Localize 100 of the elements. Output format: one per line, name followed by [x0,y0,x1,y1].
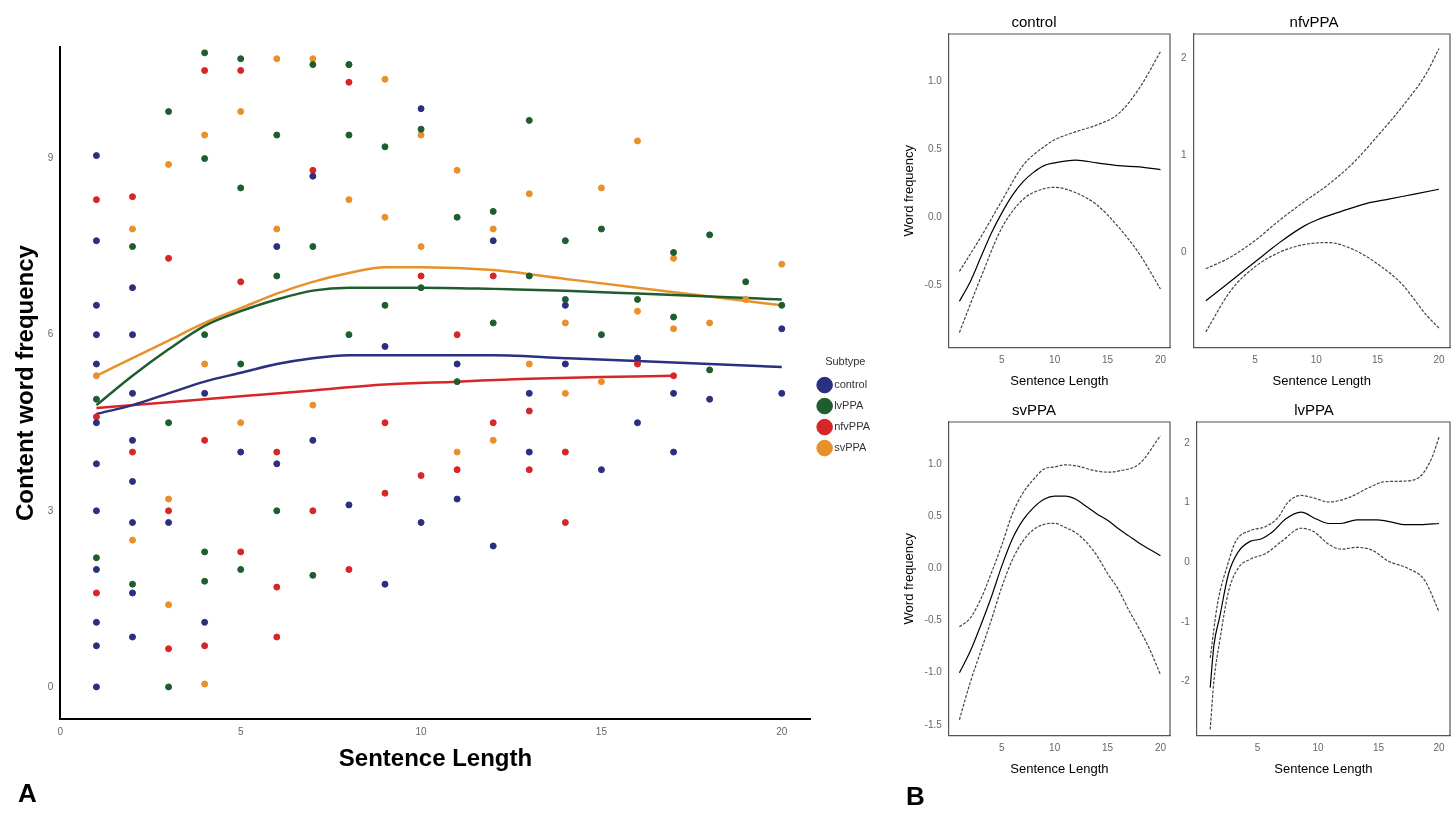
point [561,448,569,456]
point [92,196,100,204]
point [345,501,353,509]
x-tick-label: 15 [1372,354,1384,366]
y-tick-label: 0.5 [927,143,943,155]
y-tick-label: 1.0 [927,457,943,469]
point [778,301,786,309]
point [670,372,678,380]
point [489,207,497,215]
text: B [906,781,926,811]
point [273,131,281,139]
chart-title: nfvPPA [1289,13,1339,31]
point [561,519,569,527]
point [129,580,136,588]
point [309,172,317,180]
point [597,466,605,474]
point [778,260,786,268]
point [309,243,317,251]
y-tick-label: 0.0 [927,210,943,222]
x-axis-title: Sentence Length [338,744,533,772]
point [92,331,100,339]
point [706,366,714,374]
point [92,413,100,421]
point [453,448,461,456]
point [165,507,173,515]
point [561,295,569,303]
point [273,243,281,251]
point [165,601,173,609]
line-series [958,186,1162,334]
point [670,248,678,256]
line-series [1209,436,1440,659]
y-tick-label: 2 [1184,436,1191,448]
point [525,448,533,456]
point [201,436,209,444]
point [92,301,100,309]
point [92,360,100,368]
point [92,237,100,245]
point [417,125,425,133]
y-tick-label: 1 [1184,496,1191,508]
point [742,278,750,286]
point [525,466,533,474]
point [381,342,389,350]
x-tick-label: 10 [415,725,428,737]
line-series [958,434,1162,628]
y-tick-label: 0 [1184,556,1191,568]
point [273,633,281,641]
chart-title: svPPA [1012,401,1056,419]
point [129,519,136,527]
y-tick-label: -0.5 [924,614,943,626]
point [525,116,533,124]
point [309,55,317,63]
point [489,319,497,327]
point [453,495,461,503]
point [417,284,425,292]
point [129,477,136,485]
point [417,519,425,527]
point [92,589,100,597]
point [237,278,245,286]
point [453,360,461,368]
point [273,507,281,515]
point [345,196,353,204]
x-tick-label: 15 [1102,742,1114,754]
point [273,460,281,468]
y-tick-label: 1.0 [927,75,943,87]
y-tick-label: 2 [1181,52,1187,64]
point [201,618,209,626]
point [165,519,173,527]
point [597,225,605,233]
y-tick-label: 0.0 [927,562,943,573]
point [92,419,100,427]
point [129,389,136,397]
x-tick-label: 0 [57,725,64,737]
point [92,372,100,380]
x-axis-title: Sentence Length [1272,372,1371,388]
point [381,75,389,83]
point [201,548,209,556]
point [633,137,641,145]
x-tick-label: 5 [998,742,1005,754]
point [237,108,245,116]
point [345,131,353,139]
point [201,577,209,585]
x-tick-label: 20 [1433,354,1445,366]
point [489,542,497,550]
line-series [1209,527,1440,731]
y-tick-label: 6 [47,328,54,340]
point [597,331,605,339]
x-tick-label: 5 [1254,742,1261,754]
point [417,472,425,480]
point [597,184,605,192]
point [417,243,425,251]
point [201,66,209,74]
point [706,319,714,327]
point [165,495,173,503]
point [309,61,317,69]
point [345,331,353,339]
line-series [1205,242,1440,333]
point [706,395,714,403]
line-series [958,522,1162,721]
legend-label: nfvPPA [834,420,871,433]
point [489,272,497,280]
